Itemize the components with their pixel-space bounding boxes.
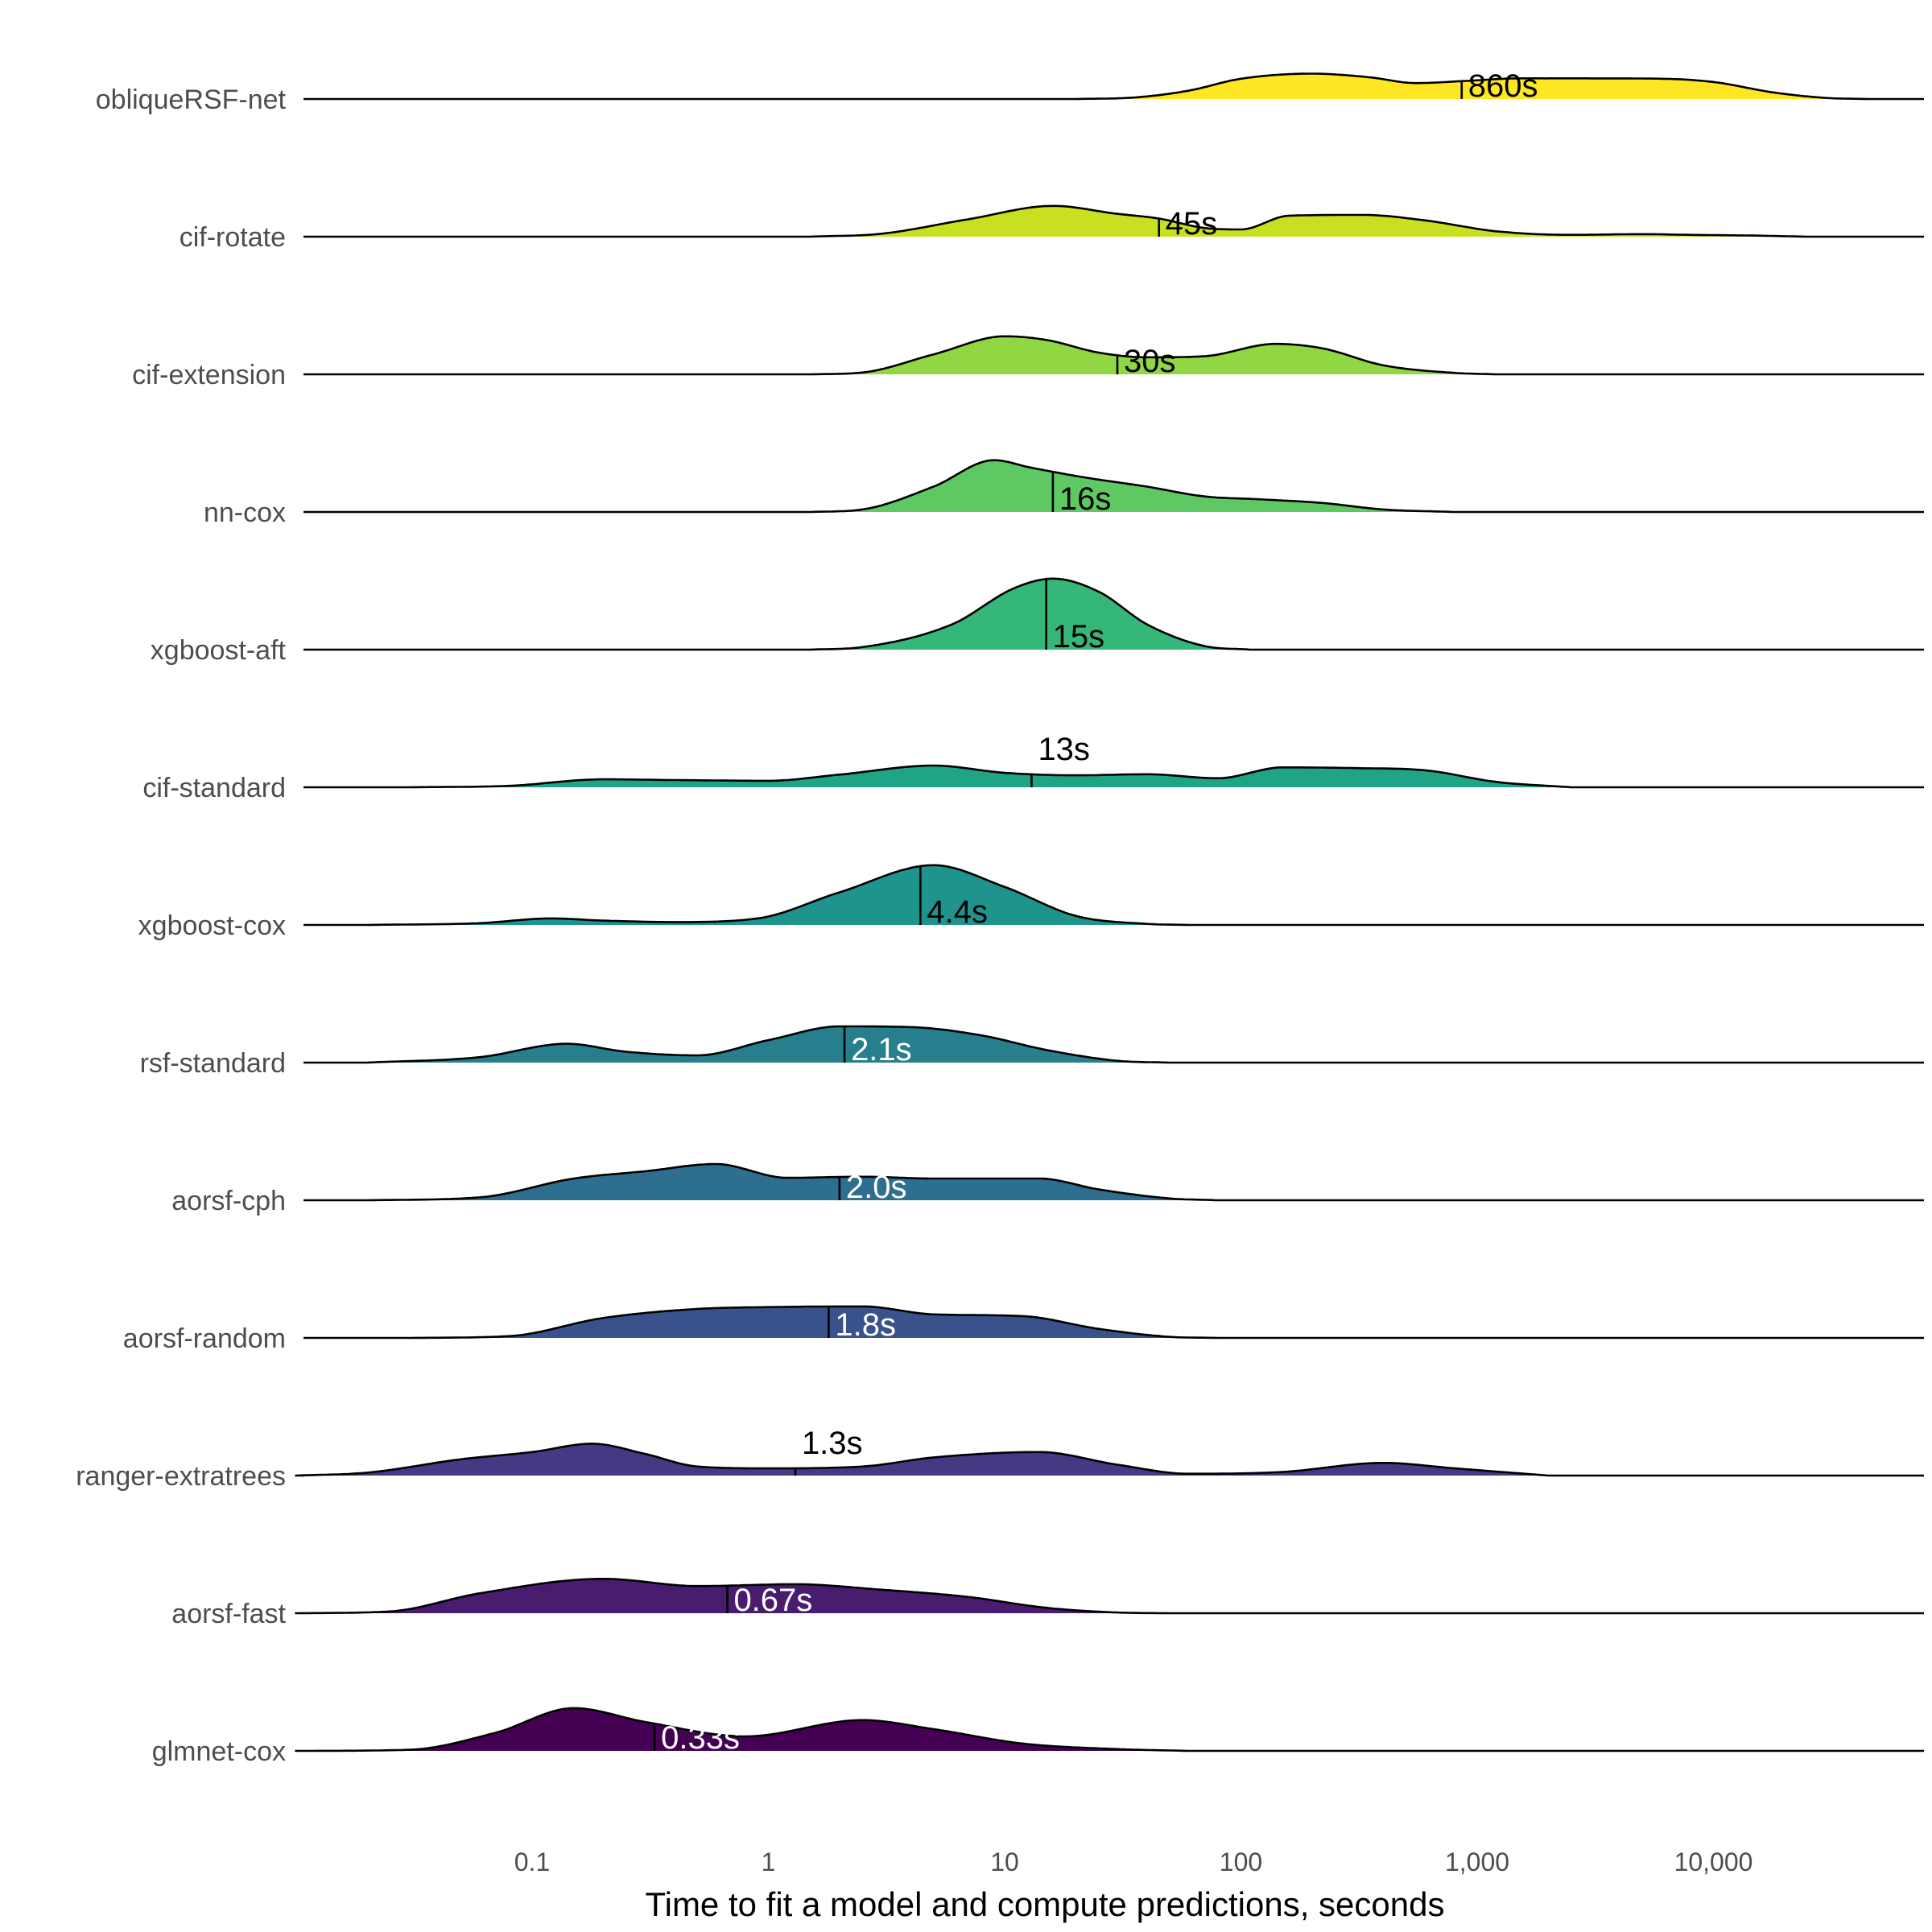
y-label-cif-rotate: cif-rotate [180, 222, 286, 253]
density-outline-ranger-extratrees [295, 1443, 1924, 1477]
ridge-aorsf-random: 1.8s [303, 1305, 1924, 1343]
density-outline-aorsf-fast [295, 1578, 1924, 1615]
median-label-aorsf-cph: 2.0s [846, 1170, 907, 1205]
median-label-obliquersf-net: 860s [1468, 68, 1538, 104]
x-tick-label: 1,000 [1445, 1847, 1509, 1876]
density-outline-cif-rotate [303, 204, 1924, 238]
y-label-obliquersf-net: obliqueRSF-net [96, 85, 287, 115]
y-label-nn-cox: nn-cox [204, 497, 286, 528]
y-label-cif-standard: cif-standard [142, 773, 286, 803]
density-area-aorsf-fast [295, 1579, 1170, 1613]
y-label-ranger-extratrees: ranger-extratrees [76, 1461, 286, 1492]
y-axis-labels: obliqueRSF-net cif-rotate cif-extension nn-… [76, 85, 286, 1767]
density-outline-obliquersf-net [303, 72, 1924, 101]
y-label-aorsf-random: aorsf-random [123, 1323, 286, 1354]
density-outline-glmnet-cox [295, 1707, 1924, 1752]
density-area-cif-extension [810, 336, 1496, 374]
density-area-aorsf-random [408, 1306, 1219, 1338]
density-area-xgboost-cox [366, 865, 1189, 925]
y-label-cif-extension: cif-extension [132, 360, 286, 390]
density-outline-aorsf-cph [303, 1162, 1924, 1202]
x-tick-label: 1 [762, 1847, 776, 1876]
density-outline-cif-standard [303, 764, 1924, 789]
x-tick-label: 100 [1220, 1847, 1262, 1876]
density-area-obliquersf-net [1075, 73, 1868, 99]
ridge-glmnet-cox: 0.33s [295, 1707, 1924, 1756]
y-label-aorsf-fast: aorsf-fast [171, 1599, 286, 1629]
density-area-cif-rotate [810, 205, 1808, 237]
ridge-cif-rotate: 45s [303, 204, 1924, 242]
median-label-cif-standard: 13s [1038, 732, 1090, 767]
ridge-xgboost-aft: 15s [303, 577, 1924, 654]
density-area-nn-cox [810, 460, 1455, 512]
density-area-glmnet-cox [295, 1707, 1189, 1751]
y-label-rsf-standard: rsf-standard [140, 1048, 286, 1079]
ridge-nn-cox: 16s [303, 459, 1924, 517]
x-tick-label: 10 [990, 1847, 1019, 1876]
density-area-xgboost-aft [810, 578, 1251, 650]
x-axis-title: Time to fit a model and compute predicti… [646, 1885, 1445, 1923]
x-tick-label: 0.1 [514, 1847, 550, 1876]
density-area-cif-standard [408, 766, 1571, 787]
density-outline-cif-extension [303, 335, 1924, 376]
ridge-rsf-standard: 2.1s [303, 1025, 1924, 1067]
ridge-aorsf-fast: 0.67s [295, 1578, 1924, 1618]
ridge-xgboost-cox: 4.4s [303, 864, 1924, 930]
median-label-cif-rotate: 45s [1166, 206, 1218, 242]
ridge-aorsf-cph: 2.0s [303, 1162, 1924, 1205]
density-outline-xgboost-cox [303, 864, 1924, 927]
density-outline-aorsf-random [303, 1305, 1924, 1340]
density-outline-xgboost-aft [303, 577, 1924, 651]
density-outline-rsf-standard [303, 1025, 1924, 1064]
median-label-cif-extension: 30s [1124, 344, 1176, 379]
y-label-aorsf-cph: aorsf-cph [171, 1186, 286, 1216]
median-label-xgboost-cox: 4.4s [927, 894, 988, 930]
median-label-xgboost-aft: 15s [1053, 619, 1105, 654]
ridges-group: 860s 45s 30s 16s 15s 13s 4.4s 2.1s 2.0s 1.8s 1.3s 0… [295, 68, 1924, 1756]
median-label-aorsf-random: 1.8s [835, 1307, 896, 1343]
median-label-aorsf-fast: 0.67s [733, 1583, 812, 1618]
x-axis-ticks: 0.1 1 10 100 1,000 10,000 [514, 1847, 1753, 1876]
ridge-ranger-extratrees: 1.3s [295, 1426, 1924, 1477]
ridge-obliquersf-net: 860s [303, 68, 1924, 104]
ridge-cif-extension: 30s [303, 335, 1924, 379]
density-outline-nn-cox [303, 459, 1924, 514]
x-tick-label: 10,000 [1674, 1847, 1753, 1876]
median-label-nn-cox: 16s [1059, 481, 1112, 517]
ridge-cif-standard: 13s [303, 732, 1924, 789]
median-label-ranger-extratrees: 1.3s [802, 1426, 863, 1461]
density-area-rsf-standard [366, 1026, 1170, 1063]
y-label-glmnet-cox: glmnet-cox [152, 1736, 286, 1767]
density-area-aorsf-cph [366, 1164, 1219, 1200]
y-label-xgboost-aft: xgboost-aft [151, 635, 287, 666]
median-label-rsf-standard: 2.1s [851, 1032, 912, 1067]
median-label-glmnet-cox: 0.33s [661, 1720, 740, 1756]
y-label-xgboost-cox: xgboost-cox [138, 910, 286, 941]
